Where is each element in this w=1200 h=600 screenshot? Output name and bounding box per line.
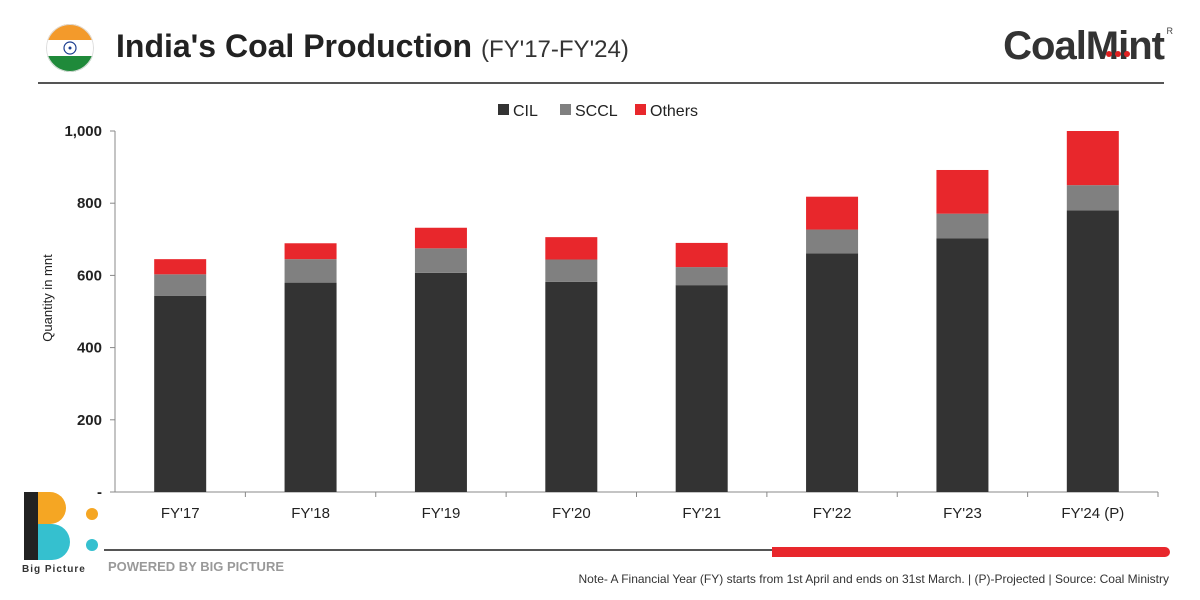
x-tick-label: FY'24 (P) [1061, 505, 1124, 522]
y-tick-label: 200 [77, 412, 102, 429]
bar-segment-others [154, 259, 207, 275]
bar-segment-others [1066, 131, 1119, 186]
x-tick-label: FY'17 [161, 505, 200, 522]
bar-segment-cil [414, 272, 467, 492]
x-tick-label: FY'20 [552, 505, 591, 522]
footer-divider [104, 549, 772, 551]
bar-segment-cil [675, 285, 728, 492]
footer-accent-bar [772, 547, 1170, 557]
bar-segment-sccl [154, 274, 207, 296]
legend-label-others: Others [650, 103, 698, 120]
legend-swatch-sccl [560, 104, 571, 115]
bar-segment-cil [154, 295, 207, 492]
page-title: India's Coal Production (FY'17-FY'24) [116, 28, 629, 65]
bar-segment-others [675, 242, 728, 268]
bar-segment-sccl [936, 213, 989, 239]
x-tick-label: FY'21 [682, 505, 721, 522]
x-tick-label: FY'23 [943, 505, 982, 522]
y-tick-label: - [97, 484, 102, 501]
coalmint-logo: CoalMint R [1003, 22, 1173, 69]
bar-segment-cil [1066, 210, 1119, 493]
y-tick-label: 600 [77, 267, 102, 284]
y-tick-label: 800 [77, 195, 102, 212]
bar-segment-others [545, 237, 598, 260]
x-tick-label: FY'19 [422, 505, 461, 522]
y-tick-label: 400 [77, 340, 102, 357]
header-divider [38, 82, 1164, 84]
bar-segment-cil [806, 253, 859, 492]
bar-segment-others [806, 196, 859, 230]
big-picture-label: Big Picture [22, 564, 86, 575]
bar-segment-others [414, 227, 467, 249]
bar-segment-sccl [1066, 185, 1119, 211]
legend-label-cil: CIL [513, 103, 538, 120]
chart-subtitle: (FY'17-FY'24) [480, 36, 629, 63]
bar-segment-sccl [545, 259, 598, 282]
bar-segment-sccl [414, 248, 467, 273]
logo-dots-icon [1106, 22, 1133, 67]
x-tick-label: FY'22 [813, 505, 852, 522]
powered-by-text: POWERED BY BIG PICTURE [108, 559, 285, 574]
bar-segment-cil [545, 281, 598, 492]
bar-segment-cil [936, 238, 989, 492]
chart-title: India's Coal Production [116, 28, 473, 64]
legend-label-sccl: SCCL [575, 103, 618, 120]
bar-segment-cil [284, 282, 337, 492]
bar-segment-sccl [675, 267, 728, 286]
bar-segment-sccl [806, 229, 859, 254]
bar-segment-others [284, 243, 337, 260]
legend-swatch-cil [498, 104, 509, 115]
logo-text: CoalMint [1003, 24, 1165, 68]
footnote: Note- A Financial Year (FY) starts from … [578, 572, 1169, 586]
x-tick-label: FY'18 [291, 505, 330, 522]
legend-swatch-others [635, 104, 646, 115]
y-tick-label: 1,000 [64, 123, 102, 140]
y-axis-label: Quantity in mnt [40, 254, 55, 342]
big-picture-logo-icon [22, 490, 104, 580]
bar-segment-others [936, 169, 989, 214]
registered-mark: R [1166, 26, 1173, 36]
india-flag-icon [46, 24, 94, 72]
bar-segment-sccl [284, 259, 337, 283]
